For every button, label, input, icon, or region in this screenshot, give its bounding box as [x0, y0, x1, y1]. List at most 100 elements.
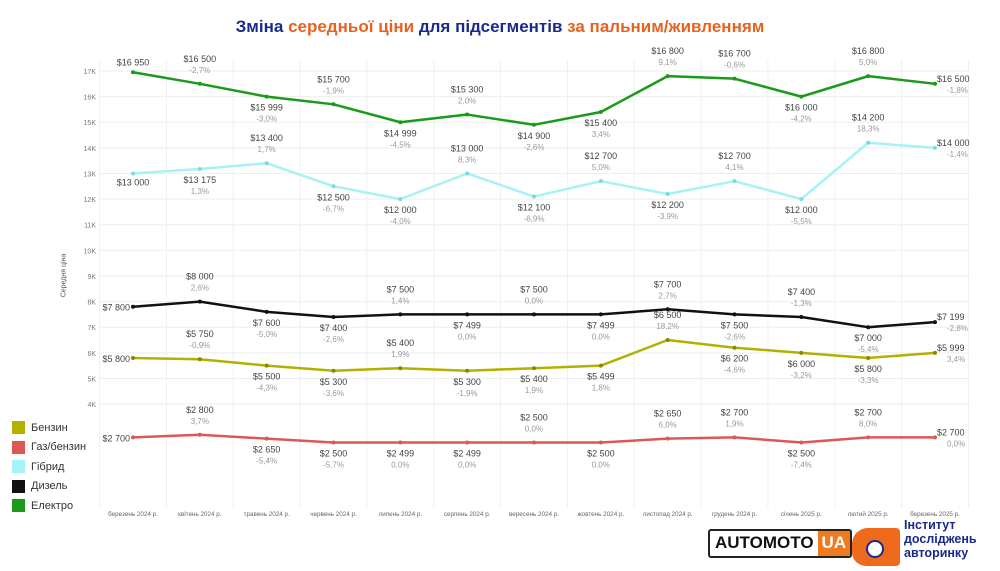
data-point [264, 94, 269, 99]
x-tick-label: березень 2025 р. [910, 510, 960, 518]
data-label: $5 999 [937, 343, 965, 353]
legend-item-electro[interactable]: Електро [12, 496, 86, 516]
pct-label: 18,2% [656, 322, 679, 331]
data-label: $16 700 [718, 49, 751, 59]
data-point [799, 350, 804, 355]
pct-label: 0,0% [458, 332, 476, 341]
data-label: $7 199 [937, 312, 965, 322]
pct-label: -4,3% [256, 384, 277, 393]
data-point [331, 368, 336, 373]
data-point [532, 366, 536, 371]
legend-item-diesel[interactable]: Дизель [12, 477, 86, 497]
data-point [131, 304, 135, 309]
y-tick-label: 17K [84, 69, 97, 76]
data-point [532, 312, 536, 317]
data-point [866, 140, 871, 145]
legend-label: Газ/бензин [31, 441, 87, 454]
y-tick-label: 10K [84, 248, 97, 255]
data-label: $6 200 [721, 354, 749, 364]
title-part: для підсегментів [414, 17, 568, 36]
data-label: $2 500 [587, 448, 615, 458]
data-label: $7 500 [387, 284, 415, 294]
data-label: $5 300 [320, 377, 348, 387]
data-label: $2 500 [788, 448, 816, 458]
data-label: $13 400 [250, 133, 283, 143]
data-point [732, 179, 737, 184]
series-line [132, 71, 936, 127]
pct-label: 0,0% [525, 296, 543, 305]
pct-label: 18,3% [857, 125, 880, 134]
pct-label: 3,4% [592, 130, 610, 139]
pct-label: -5,0% [256, 330, 277, 339]
legend-item-benzin[interactable]: Бензин [12, 418, 86, 438]
data-label: $12 000 [785, 205, 818, 215]
data-point [665, 338, 670, 343]
data-label: $6 500 [654, 310, 682, 320]
pct-label: 2,0% [458, 97, 476, 106]
institute-line: досліджень [904, 532, 977, 546]
data-point [197, 299, 202, 304]
data-point [532, 122, 536, 127]
data-point [598, 440, 603, 445]
title-part: середньої ціни [288, 17, 415, 36]
pct-label: 0,0% [458, 461, 476, 470]
pct-label: -1,8% [947, 86, 968, 95]
data-point [398, 366, 403, 371]
data-label: $14 000 [937, 138, 970, 148]
pct-label: 1,7% [258, 145, 276, 154]
pct-label: -4,6% [724, 366, 745, 375]
automoto-logo: AUTOMOTO UA [708, 529, 853, 558]
legend-label: Гібрид [31, 460, 65, 473]
data-point [398, 120, 403, 125]
legend-swatch [12, 499, 25, 513]
data-point [465, 440, 470, 445]
data-label: $16 950 [117, 57, 150, 67]
pct-label: 5,0% [859, 58, 877, 67]
data-point [465, 171, 470, 176]
data-point [933, 81, 937, 86]
pct-label: -4,5% [390, 140, 411, 149]
data-point [799, 314, 804, 319]
y-tick-label: 4K [87, 402, 96, 409]
data-label: $16 500 [937, 74, 970, 84]
data-label: $2 650 [654, 409, 682, 419]
pct-label: -2,6% [524, 143, 545, 152]
pct-label: -3,9% [657, 212, 678, 221]
data-label: $5 400 [520, 374, 548, 384]
data-label: $5 750 [186, 329, 214, 339]
pct-label: 0,0% [947, 439, 965, 448]
institute-logo: Інститут досліджень авторинку [852, 518, 992, 566]
y-tick-label: 11K [84, 223, 96, 230]
pct-label: 1,9% [725, 419, 743, 428]
pct-label: 8,3% [458, 155, 476, 164]
data-point [131, 435, 135, 440]
data-label: $15 999 [250, 103, 283, 113]
data-point [933, 145, 937, 150]
pct-label: 3,4% [947, 355, 965, 364]
legend-swatch [12, 421, 25, 435]
data-label: $2 500 [320, 448, 348, 458]
data-point [665, 307, 670, 312]
automoto-logo-ua: UA [817, 531, 851, 556]
data-point [331, 184, 336, 189]
data-point [197, 166, 202, 171]
legend-item-gas[interactable]: Газ/бензин [12, 438, 86, 458]
y-axis-label: Середня ціна [60, 253, 68, 298]
x-tick-label: серпень 2024 р. [444, 511, 491, 518]
pct-label: -2,6% [724, 332, 745, 341]
pct-label: 1,8% [592, 384, 610, 393]
data-label: $5 300 [453, 377, 481, 387]
data-label: $2 499 [387, 449, 415, 459]
data-point [398, 312, 403, 317]
pct-label: 0,0% [592, 460, 610, 469]
data-label: $5 800 [854, 364, 882, 374]
data-label: $7 500 [520, 284, 548, 294]
pct-label: 1,3% [191, 187, 209, 196]
data-point [465, 112, 470, 117]
data-point [598, 363, 603, 368]
data-point [598, 179, 603, 184]
data-label: $13 175 [184, 175, 217, 185]
data-point [398, 440, 403, 445]
pct-label: -3,6% [323, 389, 344, 398]
legend-item-hybrid[interactable]: Гібрид [12, 457, 86, 477]
